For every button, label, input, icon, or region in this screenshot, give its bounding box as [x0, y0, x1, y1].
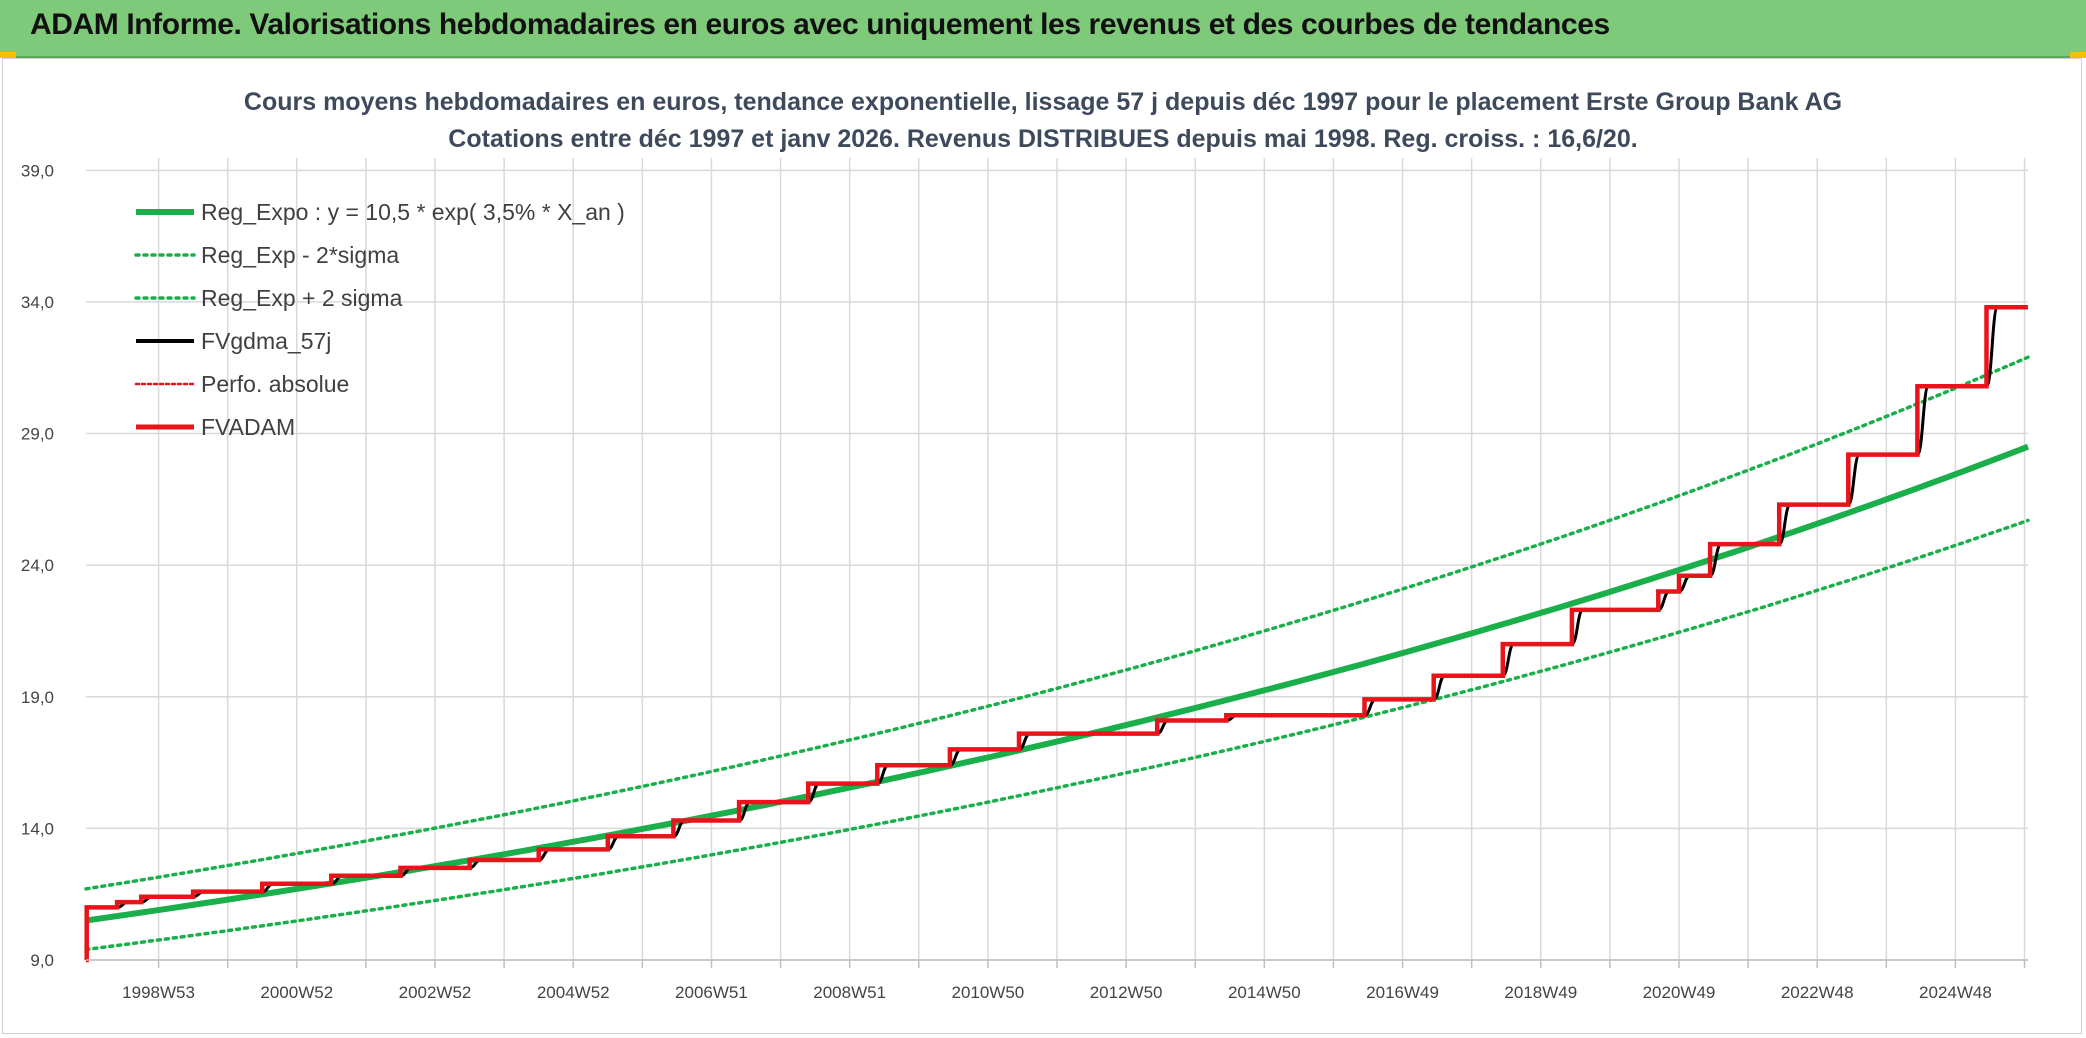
legend-label: Reg_Expo : y = 10,5 * exp( 3,5% * X_an ): [201, 199, 625, 225]
x-tick-label: 2006W51: [675, 983, 748, 1002]
y-tick-label: 14,0: [21, 819, 54, 838]
legend: Reg_Expo : y = 10,5 * exp( 3,5% * X_an )…: [134, 199, 625, 440]
x-tick-label: 2022W48: [1781, 983, 1854, 1002]
x-tick-label: 2002W52: [399, 983, 472, 1002]
series-fvadam: [84, 304, 2028, 963]
legend-label: Perfo. absolue: [201, 371, 349, 397]
legend-label: Reg_Exp + 2 sigma: [201, 285, 403, 311]
x-tick-label: 2004W52: [537, 983, 610, 1002]
series-reg-expo: [85, 443, 2030, 924]
x-tick-label: 2008W51: [813, 983, 886, 1002]
x-tick-label: 2016W49: [1366, 983, 1439, 1002]
x-tick-label: 1998W53: [122, 983, 195, 1002]
x-tick-label: 2000W52: [260, 983, 333, 1002]
chart-area: 9,0 14,0 19,0 24,0 29,0 34,0 39,0 1998W53 2000W5…: [21, 74, 2030, 1002]
legend-label: FVADAM: [201, 414, 295, 440]
series-layer: [84, 304, 2030, 963]
y-tick-label: 29,0: [21, 425, 54, 444]
legend-label: Reg_Exp - 2*sigma: [201, 242, 399, 268]
title-background: [286, 74, 1794, 154]
chart-title: Cours moyens hebdomadaires en euros, ten…: [244, 88, 1842, 116]
y-tick-label: 39,0: [21, 161, 54, 180]
corner-accent-left: [0, 52, 16, 58]
report-title: ADAM Informe. Valorisations hebdomadaire…: [30, 8, 1610, 41]
y-tick-label: 19,0: [21, 688, 54, 707]
x-tick-label: 2014W50: [1228, 983, 1301, 1002]
corner-accent-right: [2070, 52, 2086, 58]
x-tick-label: 2020W49: [1643, 983, 1716, 1002]
y-tick-label: 9,0: [30, 951, 54, 970]
series-reg-exp-plus-2sigma: [84, 355, 2030, 891]
axes: 9,0 14,0 19,0 24,0 29,0 34,0 39,0 1998W53 2000W5…: [21, 161, 2028, 1002]
x-tick-label: 2018W49: [1504, 983, 1577, 1002]
x-tick-label: 2010W50: [951, 983, 1024, 1002]
x-tick-label: 2024W48: [1919, 983, 1992, 1002]
x-tick-label: 2012W50: [1090, 983, 1163, 1002]
report-banner: ADAM Informe. Valorisations hebdomadaire…: [0, 0, 2086, 58]
series-reg-exp-minus-2sigma: [84, 518, 2030, 952]
chart-subtitle: Cotations entre déc 1997 et janv 2026. R…: [448, 125, 1637, 153]
chart-frame: [2, 58, 2082, 1034]
y-tick-label: 34,0: [21, 293, 54, 312]
legend-label: FVgdma_57j: [201, 328, 331, 354]
y-tick-label: 24,0: [21, 556, 54, 575]
